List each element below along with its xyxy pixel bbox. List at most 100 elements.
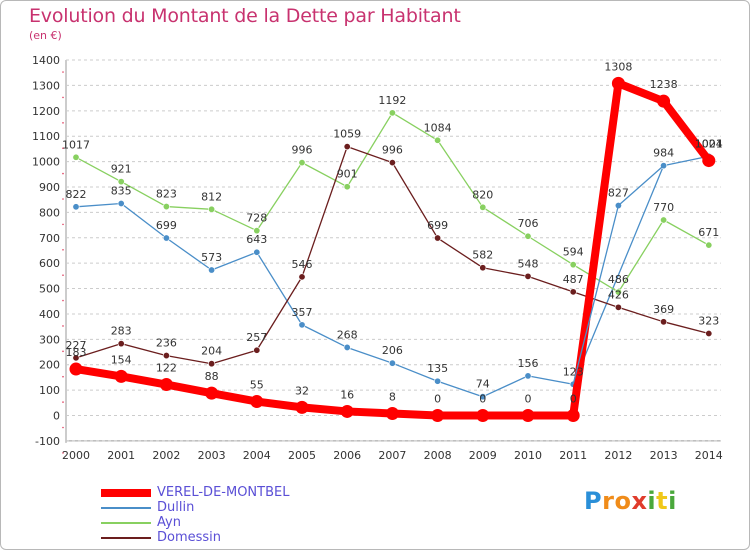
legend-swatch [101,506,151,509]
x-tick-label: 2010 [514,449,542,462]
data-point [434,377,442,385]
data-point [250,395,264,409]
data-point [253,227,261,235]
series-line-domessin [75,145,710,365]
data-point [388,109,396,117]
data-point [479,393,487,401]
data-point [524,272,532,280]
data-point [566,409,580,422]
axis-minor-tick [62,452,64,454]
data-point [295,400,309,414]
data-label: 0 [434,393,441,406]
y-tick-label: -100 [35,435,60,448]
data-point [208,266,216,274]
legend: VEREL-DE-MONTBEL Dullin Ayn Domessin [101,485,289,545]
data-label: 1308 [604,60,632,73]
data-label: 183 [66,346,87,359]
data-point [705,241,713,249]
data-label: 582 [472,249,493,262]
legend-label: Domessin [157,530,222,545]
x-tick-label: 2005 [288,449,316,462]
logo-letter: P [584,487,603,515]
axis-minor-tick [62,350,64,353]
data-label: 1021 [695,137,723,150]
data-label: 206 [382,344,403,357]
axis-minor-tick [62,147,64,150]
x-tick-label: 2007 [378,449,406,462]
data-label: 671 [698,226,719,239]
series-line-dullin-bridge [572,165,665,385]
logo-letter: o [614,487,632,515]
data-point [479,203,487,211]
data-point [476,409,490,422]
y-tick-label: 1400 [32,54,60,67]
data-label: 74 [476,378,490,391]
axis-minor-tick [62,71,64,73]
data-label: 823 [156,188,177,201]
data-point [208,205,216,213]
y-tick-label: 500 [39,283,60,296]
data-label: 1084 [424,121,452,134]
x-tick-label: 2014 [695,449,723,462]
data-point [660,318,668,326]
axis-minor-tick [62,172,64,175]
legend-swatch [101,488,151,497]
data-point [521,409,535,422]
data-label: 770 [653,201,674,214]
data-label: 487 [563,273,584,286]
data-point [479,264,487,272]
data-point [298,321,306,329]
x-tick-label: 2009 [469,449,497,462]
data-label: 706 [518,217,539,230]
x-tick-label: 2004 [243,449,271,462]
data-point [611,76,625,90]
data-point [614,288,622,296]
y-tick-label: 100 [39,384,60,397]
data-label: 369 [653,303,674,316]
y-tick-label: 800 [39,206,60,219]
data-label: 123 [563,365,584,378]
axis-minor-tick [62,325,64,327]
legend-item: Ayn [101,515,289,530]
data-point [340,404,354,418]
data-label: 1059 [333,128,361,141]
data-label: 0 [570,393,577,406]
data-point [388,359,396,367]
axis-minor-tick [62,375,64,378]
data-label: 283 [111,325,132,338]
logo-letter: x [631,487,648,515]
y-tick-label: 700 [39,232,60,245]
data-label: 156 [518,357,539,370]
data-label: 0 [479,393,486,406]
data-point [253,346,261,354]
data-point [569,261,577,269]
legend-item: Domessin [101,530,289,545]
data-point [385,406,399,420]
data-label: 1017 [62,138,90,151]
data-label: 812 [201,190,222,203]
logo-letter: t [656,487,669,515]
data-point [162,203,170,211]
data-label: 643 [246,233,267,246]
data-point [117,199,125,207]
data-label: 55 [250,379,264,392]
x-tick-label: 2000 [62,449,90,462]
y-tick-label: 200 [39,359,60,372]
data-label: 996 [292,144,313,157]
series-line-dullin [75,155,710,398]
axis-minor-tick [62,96,64,99]
data-label: 357 [292,306,313,319]
data-label: 204 [201,345,222,358]
logo-letter: i [668,487,677,515]
data-label: 8 [389,390,396,403]
legend-label: Ayn [157,515,181,530]
y-tick-label: 1300 [32,79,60,92]
data-label: 1192 [378,94,406,107]
data-label: 984 [653,147,674,160]
data-point [159,378,173,392]
data-label: 728 [246,212,267,225]
axis-minor-tick [62,274,64,276]
data-label: 921 [111,163,132,176]
data-point [162,234,170,242]
